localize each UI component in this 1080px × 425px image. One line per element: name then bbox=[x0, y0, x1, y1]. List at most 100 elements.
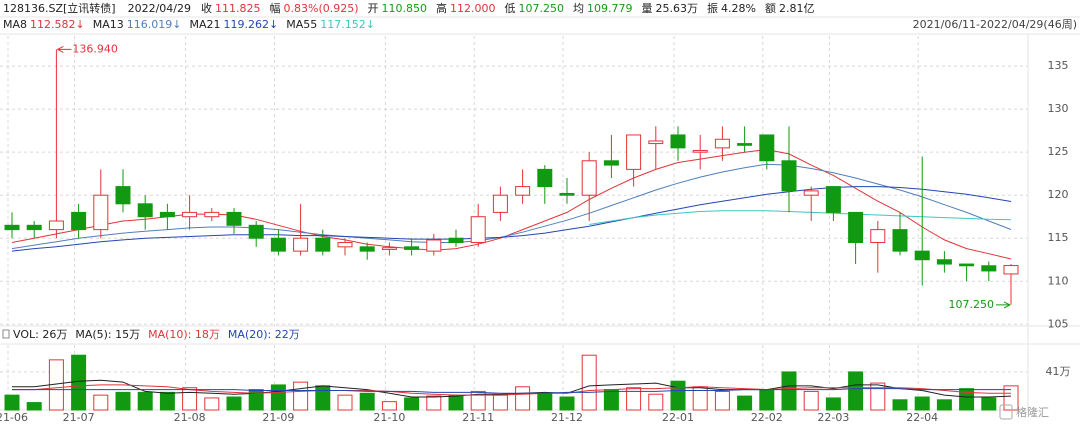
candle-body bbox=[670, 134, 686, 149]
candle-body bbox=[603, 160, 619, 166]
y-tick-label: 41万 bbox=[1046, 365, 1071, 378]
x-tick-label: 21-09 bbox=[262, 411, 294, 424]
volume-bar bbox=[381, 401, 397, 411]
volume-bar bbox=[537, 392, 553, 411]
candle-body bbox=[559, 192, 575, 196]
x-tick-label: 21-08 bbox=[174, 411, 206, 424]
candle-body bbox=[537, 168, 553, 188]
watermark: 格隆汇 bbox=[1016, 405, 1049, 419]
legend-name: MA(20): 22万 bbox=[228, 328, 300, 341]
annotation-arrow bbox=[57, 45, 72, 53]
quote-value: 109.779 bbox=[587, 2, 633, 15]
symbol: 128136.SZ[立讯转债] bbox=[3, 1, 116, 15]
candle-body bbox=[426, 239, 442, 252]
volume-bar bbox=[626, 387, 642, 411]
volume-bar bbox=[803, 390, 819, 411]
ma-line bbox=[11, 149, 1012, 260]
volume-bar bbox=[559, 396, 575, 411]
x-tick-label: 21-10 bbox=[373, 411, 405, 424]
legend-value: 119.262↓ bbox=[223, 18, 278, 31]
volume-bar bbox=[981, 397, 997, 411]
quote-value: 107.250 bbox=[519, 2, 565, 15]
candle-body bbox=[4, 224, 20, 231]
ma-line bbox=[11, 163, 1012, 250]
volume-title: VOL: 26万 bbox=[13, 328, 67, 341]
candle-body bbox=[981, 265, 997, 272]
volume-bar bbox=[248, 389, 264, 411]
quote-value: 111.825 bbox=[215, 2, 261, 15]
quote-value: 25.63万 bbox=[656, 2, 699, 15]
candle-body bbox=[515, 186, 531, 196]
volume-bar bbox=[581, 354, 597, 411]
candle-body bbox=[848, 211, 864, 244]
volume-bar bbox=[781, 371, 797, 411]
quote-label: 低 bbox=[505, 2, 516, 15]
candle-body bbox=[381, 247, 397, 250]
date: 2022/04/29 bbox=[128, 2, 191, 15]
volume-bar bbox=[71, 354, 87, 411]
y-tick-label: 115 bbox=[1048, 231, 1069, 244]
volume-bar bbox=[115, 391, 131, 411]
volume-bar bbox=[359, 392, 375, 411]
ma-line bbox=[11, 186, 1012, 252]
volume-bar bbox=[936, 399, 952, 411]
candle-body bbox=[1003, 265, 1019, 275]
volume-bar bbox=[4, 394, 20, 411]
quote-label: 幅 bbox=[270, 2, 281, 15]
quote-value: 0.83%(0.925) bbox=[284, 2, 359, 15]
candle-body bbox=[737, 143, 753, 146]
volume-bar bbox=[759, 389, 775, 411]
candle-body bbox=[470, 216, 486, 244]
quote-value: 110.850 bbox=[382, 2, 428, 15]
volume-bar bbox=[515, 386, 531, 411]
candle-body bbox=[648, 140, 664, 145]
volume-bar bbox=[648, 393, 664, 411]
candle-body bbox=[226, 211, 242, 226]
legend-value: 116.019↓ bbox=[127, 18, 182, 31]
volume-bar bbox=[404, 397, 420, 411]
watermark-logo bbox=[999, 404, 1013, 420]
volume-bar bbox=[204, 397, 220, 411]
candle-body bbox=[359, 246, 375, 252]
candle-body bbox=[959, 263, 975, 267]
candle-body bbox=[803, 190, 819, 196]
y-tick-label: 125 bbox=[1048, 145, 1069, 158]
volume-bar bbox=[870, 382, 886, 411]
candle-body bbox=[48, 220, 64, 231]
volume-ma-line bbox=[12, 384, 1011, 396]
candle-body bbox=[248, 224, 264, 239]
quote-label: 振 bbox=[707, 1, 718, 15]
volume-ma-line bbox=[12, 388, 1011, 394]
volume-bar bbox=[492, 394, 508, 411]
candle-body bbox=[337, 242, 353, 248]
volume-bar bbox=[959, 388, 975, 411]
volume-bar bbox=[892, 399, 908, 411]
candle-body bbox=[315, 237, 331, 252]
y-tick-label: 110 bbox=[1048, 274, 1069, 287]
volume-bar bbox=[93, 394, 109, 411]
candle-body bbox=[626, 134, 642, 170]
volume-bar bbox=[825, 397, 841, 411]
volume-bar bbox=[293, 381, 309, 411]
candle-body bbox=[137, 203, 153, 218]
legend-name: MA(5): 15万 bbox=[75, 328, 140, 341]
quote-value: 112.000 bbox=[450, 2, 496, 15]
candle-body bbox=[448, 237, 464, 244]
quote-value: 4.28% bbox=[721, 2, 756, 15]
volume-bar bbox=[448, 394, 464, 411]
x-tick-label: 22-04 bbox=[906, 411, 938, 424]
candle-body bbox=[159, 211, 175, 218]
volume-bar bbox=[315, 385, 331, 411]
legend-name: MA(10): 18万 bbox=[148, 328, 220, 341]
x-tick-label: 21-11 bbox=[462, 411, 494, 424]
candle-body bbox=[870, 229, 886, 244]
volume-bar bbox=[1003, 385, 1019, 411]
x-tick-label: 22-03 bbox=[817, 411, 849, 424]
y-tick-label: 135 bbox=[1048, 59, 1069, 72]
candle-body bbox=[71, 211, 87, 231]
candle-body bbox=[892, 229, 908, 252]
candle-body bbox=[204, 211, 220, 218]
volume-bar bbox=[182, 387, 198, 411]
legend-name: MA21 bbox=[189, 18, 220, 31]
